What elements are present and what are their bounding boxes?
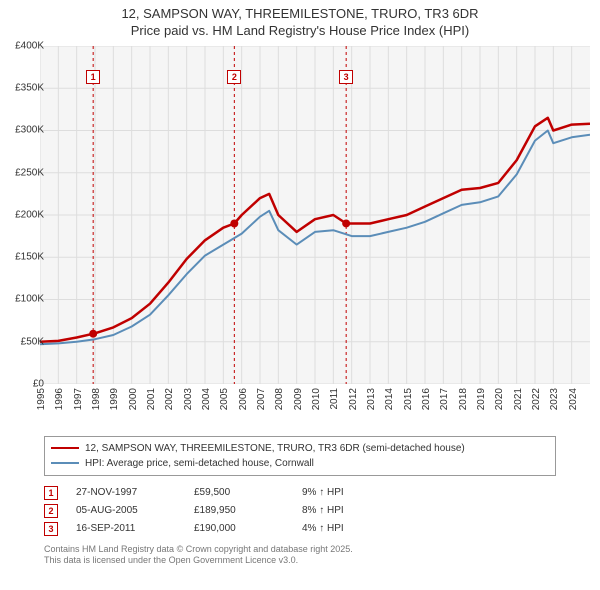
y-axis-tick-label: £250K bbox=[15, 167, 44, 178]
x-axis-tick-label: 2005 bbox=[219, 388, 230, 410]
legend-swatch bbox=[51, 462, 79, 464]
transaction-hpi: 9% ↑ HPI bbox=[302, 487, 392, 498]
x-axis-tick-label: 1997 bbox=[73, 388, 84, 410]
transaction-row: 1 27-NOV-1997 £59,500 9% ↑ HPI bbox=[44, 484, 556, 502]
x-axis-tick-label: 2013 bbox=[366, 388, 377, 410]
x-axis-tick-label: 2023 bbox=[549, 388, 560, 410]
x-axis-tick-label: 1996 bbox=[54, 388, 65, 410]
y-axis-tick-label: £400K bbox=[15, 40, 44, 51]
transaction-hpi: 8% ↑ HPI bbox=[302, 505, 392, 516]
x-axis-tick-label: 2020 bbox=[494, 388, 505, 410]
event-marker: 3 bbox=[339, 70, 353, 84]
legend: 12, SAMPSON WAY, THREEMILESTONE, TRURO, … bbox=[44, 436, 556, 476]
legend-label: HPI: Average price, semi-detached house,… bbox=[85, 456, 314, 471]
title-line-1: 12, SAMPSON WAY, THREEMILESTONE, TRURO, … bbox=[10, 6, 590, 23]
y-axis-tick-label: £50K bbox=[21, 336, 44, 347]
transaction-date: 05-AUG-2005 bbox=[76, 505, 176, 516]
x-axis-tick-label: 2021 bbox=[513, 388, 524, 410]
x-axis-tick-label: 2006 bbox=[238, 388, 249, 410]
legend-item-hpi: HPI: Average price, semi-detached house,… bbox=[51, 456, 549, 471]
legend-swatch bbox=[51, 447, 79, 449]
x-axis-tick-label: 2019 bbox=[476, 388, 487, 410]
transaction-date: 27-NOV-1997 bbox=[76, 487, 176, 498]
x-axis-tick-label: 2001 bbox=[146, 388, 157, 410]
x-axis-tick-label: 2022 bbox=[531, 388, 542, 410]
transaction-marker: 2 bbox=[44, 504, 58, 518]
transaction-hpi: 4% ↑ HPI bbox=[302, 523, 392, 534]
x-axis-tick-label: 2015 bbox=[403, 388, 414, 410]
x-axis-tick-label: 2003 bbox=[183, 388, 194, 410]
x-axis-tick-label: 2011 bbox=[329, 388, 340, 410]
x-axis-tick-label: 2018 bbox=[458, 388, 469, 410]
transaction-price: £59,500 bbox=[194, 487, 284, 498]
x-axis-tick-label: 1998 bbox=[91, 388, 102, 410]
transaction-marker: 3 bbox=[44, 522, 58, 536]
x-axis-tick-label: 2014 bbox=[384, 388, 395, 410]
y-axis-tick-label: £100K bbox=[15, 294, 44, 305]
page: 12, SAMPSON WAY, THREEMILESTONE, TRURO, … bbox=[0, 0, 600, 590]
y-axis-tick-label: £300K bbox=[15, 125, 44, 136]
x-axis-tick-label: 2017 bbox=[439, 388, 450, 410]
x-axis-tick-label: 2000 bbox=[128, 388, 139, 410]
event-marker: 2 bbox=[227, 70, 241, 84]
legend-item-price-paid: 12, SAMPSON WAY, THREEMILESTONE, TRURO, … bbox=[51, 441, 549, 456]
y-axis-tick-label: £150K bbox=[15, 252, 44, 263]
legend-label: 12, SAMPSON WAY, THREEMILESTONE, TRURO, … bbox=[85, 441, 465, 456]
x-axis-tick-label: 2008 bbox=[274, 388, 285, 410]
x-axis-tick-label: 2012 bbox=[348, 388, 359, 410]
x-axis-tick-label: 2004 bbox=[201, 388, 212, 410]
chart-plot bbox=[40, 46, 590, 384]
transaction-date: 16-SEP-2011 bbox=[76, 523, 176, 534]
x-axis-tick-label: 2009 bbox=[293, 388, 304, 410]
transaction-marker: 1 bbox=[44, 486, 58, 500]
x-axis-tick-label: 2010 bbox=[311, 388, 322, 410]
event-marker: 1 bbox=[86, 70, 100, 84]
transaction-table: 1 27-NOV-1997 £59,500 9% ↑ HPI 2 05-AUG-… bbox=[44, 484, 556, 538]
x-axis-tick-label: 1995 bbox=[36, 388, 47, 410]
transaction-row: 2 05-AUG-2005 £189,950 8% ↑ HPI bbox=[44, 502, 556, 520]
x-axis-tick-label: 2024 bbox=[568, 388, 579, 410]
transaction-row: 3 16-SEP-2011 £190,000 4% ↑ HPI bbox=[44, 520, 556, 538]
y-axis-tick-label: £350K bbox=[15, 83, 44, 94]
footnote: Contains HM Land Registry data © Crown c… bbox=[44, 544, 556, 567]
footnote-line: This data is licensed under the Open Gov… bbox=[44, 555, 556, 567]
footnote-line: Contains HM Land Registry data © Crown c… bbox=[44, 544, 556, 556]
x-axis-tick-label: 2007 bbox=[256, 388, 267, 410]
y-axis-tick-label: £200K bbox=[15, 209, 44, 220]
transaction-price: £189,950 bbox=[194, 505, 284, 516]
chart-title: 12, SAMPSON WAY, THREEMILESTONE, TRURO, … bbox=[0, 0, 600, 42]
x-axis-tick-label: 2002 bbox=[164, 388, 175, 410]
title-line-2: Price paid vs. HM Land Registry's House … bbox=[10, 23, 590, 40]
chart-area: £0£50K£100K£150K£200K£250K£300K£350K£400… bbox=[0, 42, 600, 432]
transaction-price: £190,000 bbox=[194, 523, 284, 534]
x-axis-tick-label: 2016 bbox=[421, 388, 432, 410]
chart-svg bbox=[40, 46, 590, 384]
x-axis-tick-label: 1999 bbox=[109, 388, 120, 410]
